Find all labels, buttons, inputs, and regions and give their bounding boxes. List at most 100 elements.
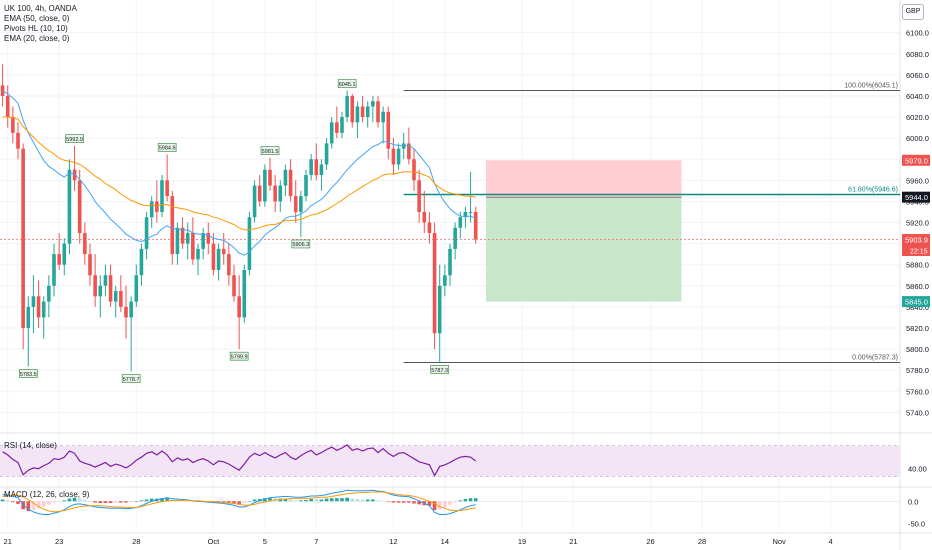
candle-body — [113, 291, 118, 302]
candle-body — [309, 159, 313, 176]
position-stop-zone — [486, 160, 682, 198]
price-tag — [902, 296, 930, 308]
candle-body — [376, 101, 380, 123]
time-axis-tick: 26 — [646, 537, 654, 546]
macd-histogram-bar — [16, 501, 20, 504]
candle-body — [365, 106, 370, 118]
candle-body — [360, 106, 365, 118]
rsi-line — [2, 444, 477, 477]
candle-body — [391, 148, 396, 165]
macd-histogram-bar — [129, 501, 133, 503]
macd-histogram-bar — [0, 499, 5, 502]
macd-histogram-bar — [26, 501, 31, 511]
price-axis-tick: 6080.0 — [906, 50, 929, 59]
candle-body — [67, 169, 72, 244]
time-axis-tick: 5 — [263, 537, 267, 546]
macd-histogram-bar — [463, 499, 468, 502]
time-axis-tick: Oct — [208, 537, 221, 546]
indicator-ema50-label[interactable]: EMA (50, close, 0) — [4, 14, 70, 23]
candle-body — [108, 275, 113, 302]
candle-body — [5, 95, 10, 118]
price-tag-countdown: 22:15 — [910, 248, 928, 255]
candle-body — [180, 227, 185, 244]
macd-histogram-bar — [365, 499, 370, 502]
candle-body — [427, 222, 432, 234]
macd-histogram-bar — [124, 501, 128, 503]
price-axis-tick: 5960.0 — [906, 176, 929, 185]
macd-histogram-bar — [160, 498, 164, 502]
macd-histogram-bar — [165, 498, 169, 502]
price-axis-tick: 5840.0 — [906, 303, 929, 312]
candle-body — [299, 196, 303, 212]
rsi-axis-tick: 40.00 — [908, 465, 927, 474]
candle-body — [422, 211, 427, 223]
candle-body — [283, 169, 288, 186]
candle-body — [340, 117, 344, 133]
pivot-label: 5992.9 — [66, 137, 83, 143]
candle-body — [149, 201, 154, 218]
candle-body — [227, 254, 231, 276]
candle-body — [62, 243, 67, 265]
candle-body — [191, 233, 195, 260]
candle-body — [196, 248, 200, 260]
macd-histogram-bar — [329, 498, 334, 502]
pivot-label-box — [65, 134, 84, 143]
candle-body — [175, 227, 180, 255]
macd-histogram-bar — [232, 501, 236, 504]
macd-histogram-bar — [263, 498, 267, 502]
candle-body — [453, 227, 457, 249]
candle-body — [31, 296, 36, 307]
macd-histogram-bar — [88, 501, 92, 502]
candle-body — [288, 169, 293, 197]
candle-body — [252, 185, 257, 218]
pivot-label: 5981.5 — [262, 149, 279, 155]
price-axis-tick: 6040.0 — [906, 92, 929, 101]
price-axis-tick: 5760.0 — [906, 387, 929, 396]
candle-body — [57, 254, 61, 265]
macd-histogram-bar — [144, 499, 149, 502]
candle-body — [345, 95, 349, 118]
macd-histogram-bar — [5, 500, 10, 502]
indicator-ema20-label[interactable]: EMA (20, close, 0) — [4, 34, 70, 43]
macd-histogram-bar — [242, 501, 247, 504]
macd-histogram-bar — [376, 500, 380, 502]
candle-body — [386, 111, 391, 149]
candle-body — [93, 275, 97, 297]
candle-body — [293, 196, 298, 212]
price-tag — [902, 233, 930, 256]
candle-body — [242, 269, 247, 318]
candle-body — [72, 169, 77, 181]
macd-legend[interactable]: MACD (12, 26, close, 9) — [4, 490, 90, 499]
time-axis-tick: 14 — [441, 537, 449, 546]
candle-body — [432, 233, 437, 334]
macd-histogram-bar — [324, 498, 329, 502]
candle-body — [401, 143, 406, 149]
candle-body — [468, 211, 473, 213]
candle-body — [443, 275, 447, 286]
macd-histogram-bar — [227, 501, 231, 503]
macd-histogram-bar — [237, 501, 241, 504]
macd-histogram-bar — [432, 501, 437, 511]
candle-body — [170, 196, 175, 255]
candle-body — [278, 185, 283, 202]
candle-body — [448, 248, 452, 276]
price-axis-tick: 5860.0 — [906, 282, 929, 291]
ema20-line — [2, 90, 476, 256]
candle-body — [237, 296, 241, 318]
price-tag — [902, 154, 930, 166]
macd-line — [2, 489, 476, 515]
macd-histogram-bar — [355, 499, 360, 502]
candle-body — [160, 180, 164, 212]
indicator-pivots-label[interactable]: Pivots HL (10, 10) — [4, 24, 68, 33]
macd-histogram-bar — [288, 499, 293, 502]
price-axis-tick: 5880.0 — [906, 261, 929, 270]
rsi-band — [0, 445, 900, 477]
price-axis-tick: 5740.0 — [906, 408, 929, 417]
candle-body — [0, 85, 5, 96]
candle-body — [201, 233, 205, 249]
macd-histogram-bar — [335, 498, 339, 502]
currency-button[interactable]: GBP — [902, 4, 924, 20]
candle-body — [211, 243, 216, 270]
rsi-legend[interactable]: RSI (14, close) — [4, 441, 57, 450]
